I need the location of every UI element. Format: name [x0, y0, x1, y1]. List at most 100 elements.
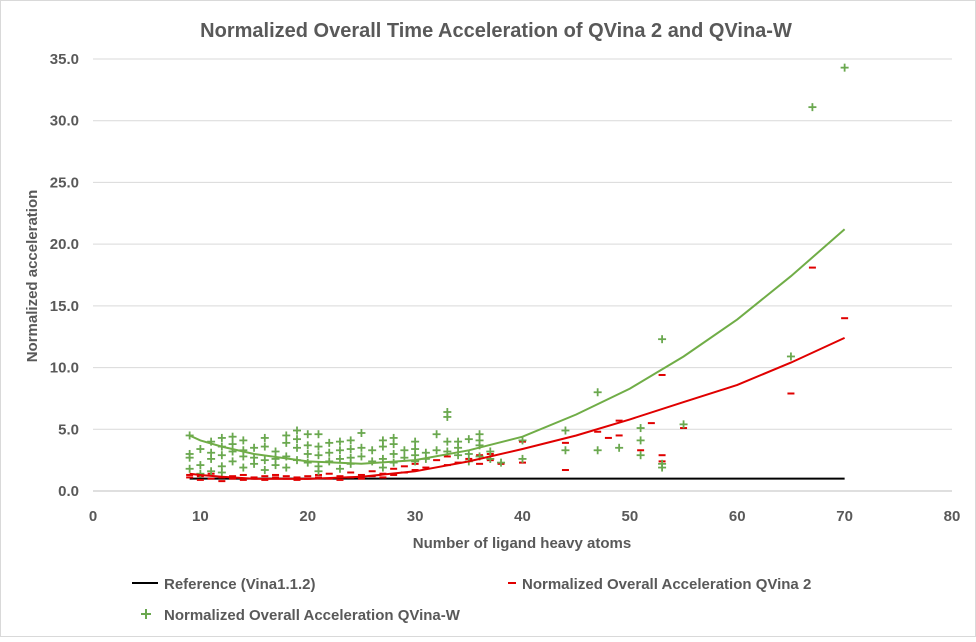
point-qvinaw — [443, 437, 452, 446]
point-qvinaw — [561, 446, 570, 455]
legend-label-qvina2: Normalized Overall Acceleration QVina 2 — [522, 576, 811, 593]
point-qvinaw — [454, 443, 463, 452]
point-qvinaw — [303, 449, 312, 458]
point-qvinaw — [293, 435, 302, 444]
trendlines — [189, 228, 846, 480]
point-qvinaw — [217, 468, 226, 477]
y-tick-label: 35.0 — [50, 51, 79, 68]
point-qvinaw — [314, 467, 323, 476]
point-qvinaw — [217, 451, 226, 460]
point-qvinaw — [357, 452, 366, 461]
y-axis-label: Normalized acceleration — [24, 190, 41, 363]
point-qvinaw — [196, 461, 205, 470]
point-qvinaw — [658, 335, 667, 344]
point-qvinaw — [282, 431, 291, 440]
point-qvinaw — [400, 446, 409, 455]
point-qvinaw — [335, 454, 344, 463]
y-tick-label: 15.0 — [50, 298, 79, 315]
point-qvinaw — [443, 412, 452, 421]
legend: Reference (Vina1.1.2) Normalized Overall… — [132, 576, 811, 624]
point-qvinaw — [432, 430, 441, 439]
x-tick-label: 10 — [192, 508, 209, 525]
point-qvinaw — [335, 437, 344, 446]
point-qvinaw — [378, 442, 387, 451]
point-qvinaw — [314, 451, 323, 460]
point-qvinaw — [593, 388, 602, 397]
point-qvinaw — [593, 446, 602, 455]
chart-title: Normalized Overall Time Acceleration of … — [200, 20, 792, 42]
legend-item-qvina2: Normalized Overall Acceleration QVina 2 — [508, 576, 811, 593]
x-tick-label: 80 — [944, 508, 961, 525]
x-tick-label: 20 — [299, 508, 316, 525]
point-qvinaw — [303, 458, 312, 467]
legend-label-reference: Reference (Vina1.1.2) — [164, 576, 315, 593]
point-qvinaw — [679, 420, 688, 429]
point-qvinaw — [260, 456, 269, 465]
point-qvinaw — [260, 442, 269, 451]
point-qvinaw — [411, 457, 420, 466]
legend-item-qvinaw: Normalized Overall Acceleration QVina-W — [141, 607, 461, 624]
point-qvinaw — [808, 103, 817, 112]
legend-label-qvinaw: Normalized Overall Acceleration QVina-W — [164, 607, 461, 624]
point-qvinaw — [185, 464, 194, 473]
x-tick-label: 0 — [89, 508, 97, 525]
legend-item-reference: Reference (Vina1.1.2) — [132, 576, 315, 593]
point-qvinaw — [282, 438, 291, 447]
point-qvinaw — [335, 446, 344, 455]
point-qvinaw — [228, 457, 237, 466]
point-qvinaw — [293, 426, 302, 435]
point-qvinaw — [250, 443, 259, 452]
point-qvinaw — [357, 443, 366, 452]
point-qvinaw — [196, 445, 205, 454]
y-tick-label: 10.0 — [50, 360, 79, 377]
point-qvinaw — [335, 464, 344, 473]
point-qvinaw — [217, 433, 226, 442]
point-qvinaw — [346, 436, 355, 445]
x-tick-label: 70 — [836, 508, 853, 525]
point-qvinaw — [464, 435, 473, 444]
y-tick-label: 20.0 — [50, 236, 79, 253]
point-qvinaw — [271, 447, 280, 456]
point-qvinaw — [314, 430, 323, 439]
point-qvinaw — [411, 437, 420, 446]
point-qvinaw — [293, 443, 302, 452]
x-tick-label: 40 — [514, 508, 531, 525]
point-qvinaw — [260, 433, 269, 442]
point-qvinaw — [282, 463, 291, 472]
point-qvinaw — [786, 352, 795, 361]
point-qvinaw — [432, 446, 441, 455]
x-tick-label: 60 — [729, 508, 746, 525]
point-qvinaw — [378, 463, 387, 472]
point-qvinaw — [389, 449, 398, 458]
point-qvinaw — [486, 447, 495, 456]
point-qvinaw — [250, 459, 259, 468]
point-qvinaw — [636, 424, 645, 433]
y-tick-label: 5.0 — [58, 421, 79, 438]
point-qvinaw — [357, 428, 366, 437]
point-qvinaw — [271, 461, 280, 470]
point-qvinaw — [636, 451, 645, 460]
point-qvinaw — [228, 440, 237, 449]
x-tick-label: 50 — [622, 508, 639, 525]
y-tick-labels: 0.0 5.0 10.0 15.0 20.0 25.0 30.0 35.0 — [50, 51, 79, 500]
point-qvinaw — [303, 441, 312, 450]
point-qvinaw — [303, 430, 312, 439]
y-tick-label: 30.0 — [50, 113, 79, 130]
point-qvinaw — [615, 443, 624, 452]
point-qvinaw — [389, 440, 398, 449]
x-axis-label: Number of ligand heavy atoms — [413, 535, 631, 552]
point-qvinaw — [658, 463, 667, 472]
point-qvinaw — [228, 432, 237, 441]
point-qvinaw — [185, 453, 194, 462]
trendline-1 — [189, 228, 846, 465]
point-qvinaw — [368, 446, 377, 455]
point-qvinaw — [207, 467, 216, 476]
point-qvinaw — [325, 438, 334, 447]
point-qvinaw — [840, 63, 849, 72]
y-tick-label: 25.0 — [50, 174, 79, 191]
point-qvinaw — [636, 436, 645, 445]
point-qvinaw — [260, 466, 269, 475]
point-qvinaw — [346, 445, 355, 454]
